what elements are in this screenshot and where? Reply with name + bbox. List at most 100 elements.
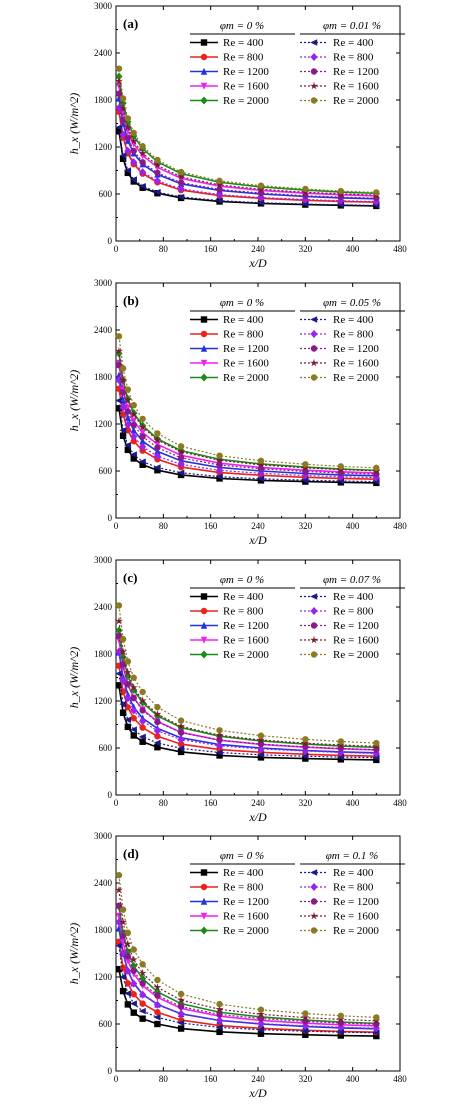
data-point xyxy=(177,447,186,456)
x-tick-label: 0 xyxy=(114,1074,119,1084)
data-point xyxy=(119,906,127,913)
data-point xyxy=(257,1015,265,1022)
legend-marker xyxy=(310,651,318,658)
data-point xyxy=(153,176,162,185)
x-tick-label: 320 xyxy=(299,1074,313,1084)
data-point xyxy=(216,727,223,734)
data-point xyxy=(119,917,128,926)
data-point xyxy=(139,159,146,166)
data-point xyxy=(257,199,265,206)
data-point xyxy=(124,441,132,449)
data-point xyxy=(257,740,265,748)
data-point xyxy=(177,193,185,201)
x-tick-label: 400 xyxy=(346,798,360,808)
data-point xyxy=(177,722,186,730)
data-point xyxy=(130,426,137,434)
data-point xyxy=(177,1009,185,1018)
data-point xyxy=(302,755,309,762)
data-point xyxy=(115,349,123,358)
legend-marker xyxy=(310,68,318,75)
data-point xyxy=(256,185,265,193)
data-point xyxy=(138,733,146,741)
series-line xyxy=(118,635,377,751)
data-point xyxy=(302,1018,309,1025)
data-point xyxy=(129,1000,137,1007)
data-point xyxy=(216,186,223,193)
x-tick-label: 320 xyxy=(299,244,313,254)
legend-label: Re = 2000 xyxy=(223,372,269,384)
data-point xyxy=(115,871,123,879)
data-point xyxy=(119,130,127,139)
data-point xyxy=(124,167,132,174)
data-point xyxy=(215,197,223,204)
data-point xyxy=(215,180,224,189)
data-point xyxy=(153,739,161,747)
data-point xyxy=(302,185,309,193)
y-axis-title: h_x (W/m^2) xyxy=(67,923,81,984)
data-point xyxy=(119,635,127,643)
data-point xyxy=(215,1005,224,1013)
data-point xyxy=(114,885,123,894)
legend-label: Re = 1200 xyxy=(333,66,379,78)
legend-label: Re = 2000 xyxy=(223,649,269,661)
series xyxy=(115,942,380,1036)
data-point xyxy=(215,731,224,739)
data-point xyxy=(216,752,223,759)
series-line xyxy=(118,375,377,477)
series-line xyxy=(118,127,377,207)
data-point xyxy=(153,452,162,461)
data-point xyxy=(154,992,161,999)
data-point xyxy=(336,1015,345,1023)
data-point xyxy=(216,452,223,459)
series-line xyxy=(118,945,377,1034)
x-tick-label: 400 xyxy=(346,1074,360,1084)
x-tick-label: 480 xyxy=(393,798,407,808)
x-axis-title-part: x/D xyxy=(248,1086,267,1100)
data-point xyxy=(124,134,132,142)
legend-marker xyxy=(310,316,318,323)
data-point xyxy=(177,168,185,176)
data-point xyxy=(373,739,380,747)
data-point xyxy=(337,1028,345,1036)
legend-header-left: φm = 0 % xyxy=(220,297,264,309)
legend-header-right: φm = 0.1 % xyxy=(326,850,379,862)
legend-marker xyxy=(200,607,208,615)
data-point xyxy=(123,123,132,131)
legend-label: Re = 400 xyxy=(223,314,264,326)
data-point xyxy=(153,435,162,444)
data-point xyxy=(115,626,123,635)
legend-marker xyxy=(310,53,318,61)
series-line xyxy=(118,400,377,483)
data-point xyxy=(124,990,132,997)
data-point xyxy=(115,128,123,135)
data-point xyxy=(138,422,147,431)
legend-marker xyxy=(310,330,318,338)
data-point xyxy=(119,987,127,995)
y-tick-label: 0 xyxy=(108,236,113,246)
legend-label: Re = 400 xyxy=(333,591,374,603)
data-point xyxy=(177,1025,185,1032)
y-tick-label: 3000 xyxy=(94,555,113,565)
data-point xyxy=(129,683,138,691)
y-tick-label: 1200 xyxy=(94,142,113,152)
data-point xyxy=(115,965,123,973)
series-line xyxy=(118,107,377,203)
data-point xyxy=(130,967,137,974)
data-point xyxy=(124,966,132,975)
legend-marker xyxy=(200,373,208,382)
legend-marker xyxy=(200,359,208,367)
series xyxy=(115,682,380,764)
x-tick-label: 240 xyxy=(251,1074,265,1084)
data-point xyxy=(215,1024,223,1031)
data-point xyxy=(123,668,132,676)
data-point xyxy=(139,461,146,468)
legend: φm = 0 % φm = 0.07 % Re = 400 Re = 800 Re = … xyxy=(190,574,405,661)
data-point xyxy=(216,1028,223,1036)
legend-label: Re = 400 xyxy=(333,37,374,49)
data-point xyxy=(154,444,161,451)
data-point xyxy=(153,726,162,735)
data-point xyxy=(124,386,132,393)
data-point xyxy=(177,184,185,193)
data-point xyxy=(154,718,161,726)
data-point xyxy=(115,682,123,689)
